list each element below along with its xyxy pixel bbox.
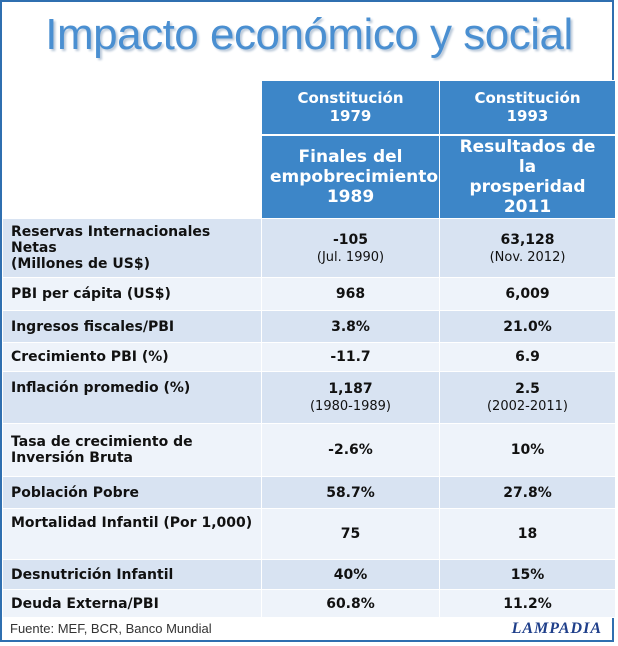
value-1993: 6,009 [439, 277, 616, 311]
row-label-line: Tasa de crecimiento de [11, 434, 193, 450]
table-row: Desnutrición Infantil 40% 15% [2, 559, 616, 590]
row-label-line: Reservas Internacionales Netas [11, 224, 211, 256]
value-note: (1980-1989) [309, 399, 391, 414]
table-row: PBI per cápita (US$) 968 6,009 [2, 277, 616, 311]
row-label: Mortalidad Infantil (Por 1,000) [2, 508, 262, 560]
header-text: 1989 [326, 186, 375, 207]
header-constitution-1979: Constitución 1979 [261, 80, 440, 136]
value-1979: 1,187 (1980-1989) [261, 371, 440, 424]
row-label: Reservas Internacionales Netas (Millones … [2, 218, 262, 278]
table-row: Población Pobre 58.7% 27.8% [2, 476, 616, 509]
header-text: Resultados de la [459, 136, 596, 177]
value-1993: 2.5 (2002-2011) [439, 371, 616, 424]
value-1979: 60.8% [261, 589, 440, 618]
header-text: 1979 [329, 107, 372, 126]
header-period-2011: Resultados de la prosperidad 2011 [439, 134, 616, 219]
header-text: Finales del [298, 146, 403, 167]
header-text: Constitución [297, 89, 404, 108]
value-text: -105 [332, 231, 369, 248]
value-note: (Jul. 1990) [316, 249, 385, 265]
comparison-table: Constitución 1979 Constitución 1993 Fina… [2, 80, 616, 618]
value-1979: -105 (Jul. 1990) [261, 218, 440, 278]
value-1993: 6.9 [439, 342, 616, 372]
lampadia-logo: LAMPADIA [511, 620, 602, 637]
source-footnote: Fuente: MEF, BCR, Banco Mundial [10, 621, 212, 636]
row-label: Deuda Externa/PBI [2, 589, 262, 618]
row-label: Crecimiento PBI (%) [2, 342, 262, 372]
header-row-period: Finales del empobrecimiento 1989 Resulta… [2, 134, 616, 219]
value-text: 63,128 [500, 231, 555, 248]
table-row: Tasa de crecimiento de Inversión Bruta -2… [2, 423, 616, 477]
value-note: (Nov. 2012) [489, 249, 566, 265]
table-row: Reservas Internacionales Netas (Millones … [2, 218, 616, 278]
value-text: 2.5 [515, 381, 540, 397]
value-text: 1,187 [328, 381, 373, 397]
header-text: Constitución [474, 89, 581, 108]
value-1979: -11.7 [261, 342, 440, 372]
header-text: 2011 [503, 196, 552, 217]
header-constitution-1993: Constitución 1993 [439, 80, 616, 136]
value-1993: 10% [439, 423, 616, 477]
value-1993: 63,128 (Nov. 2012) [439, 218, 616, 278]
header-text: 1993 [506, 107, 549, 126]
table-row: Inflación promedio (%) 1,187 (1980-1989) … [2, 371, 616, 424]
value-1993: 11.2% [439, 589, 616, 618]
value-note: (2002-2011) [486, 399, 568, 414]
row-label-line: Inversión Bruta [11, 450, 133, 466]
row-label: Tasa de crecimiento de Inversión Bruta [2, 423, 262, 477]
value-1979: 40% [261, 559, 440, 590]
table-row: Mortalidad Infantil (Por 1,000) 75 18 [2, 508, 616, 560]
row-label: Población Pobre [2, 476, 262, 509]
header-text: empobrecimiento [270, 166, 439, 187]
header-text: prosperidad [469, 176, 586, 197]
header-period-1989: Finales del empobrecimiento 1989 [261, 134, 440, 219]
table-row: Deuda Externa/PBI 60.8% 11.2% [2, 589, 616, 618]
header-blank-cell [2, 134, 262, 219]
row-label: PBI per cápita (US$) [2, 277, 262, 311]
value-1993: 21.0% [439, 310, 616, 343]
table-row: Crecimiento PBI (%) -11.7 6.9 [2, 342, 616, 372]
row-label: Desnutrición Infantil [2, 559, 262, 590]
value-1979: -2.6% [261, 423, 440, 477]
value-1993: 18 [439, 508, 616, 560]
page-title: Impacto económico y social [45, 10, 573, 59]
table-row: Ingresos fiscales/PBI 3.8% 21.0% [2, 310, 616, 343]
value-1979: 968 [261, 277, 440, 311]
value-1993: 15% [439, 559, 616, 590]
row-label: Inflación promedio (%) [2, 371, 262, 424]
header-row-constitution: Constitución 1979 Constitución 1993 [2, 80, 616, 136]
row-label-line: (Millones de US$) [11, 256, 150, 272]
header-blank-cell [2, 80, 262, 135]
value-1979: 75 [261, 508, 440, 560]
value-1993: 27.8% [439, 476, 616, 509]
row-label: Ingresos fiscales/PBI [2, 310, 262, 343]
value-1979: 3.8% [261, 310, 440, 343]
value-1979: 58.7% [261, 476, 440, 509]
